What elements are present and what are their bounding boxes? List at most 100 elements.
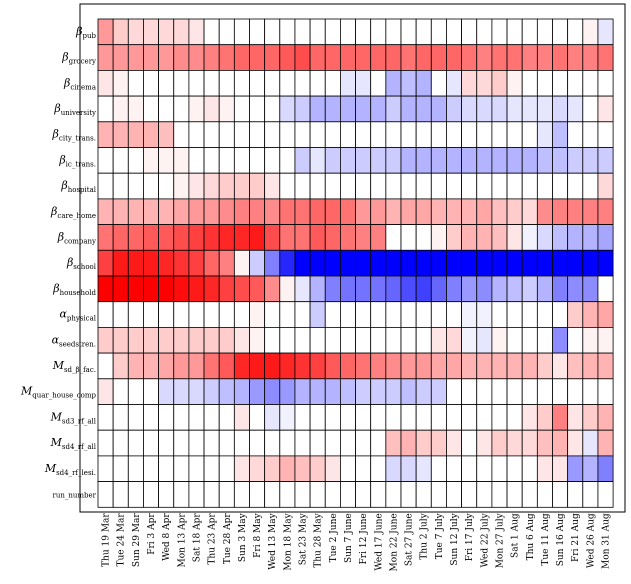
heatmap-cell	[597, 121, 614, 148]
heatmap-cell	[309, 326, 326, 354]
heatmap-cell	[324, 429, 341, 457]
heatmap-cell	[461, 121, 478, 148]
heatmap-cell	[339, 172, 356, 200]
heatmap-cell	[143, 378, 159, 405]
heatmap-cell	[400, 198, 417, 225]
heatmap-cell	[158, 95, 175, 123]
x-tick-label: Tue 24 Mar	[117, 513, 127, 567]
heatmap-cell	[309, 44, 326, 71]
heatmap-cell	[173, 18, 190, 46]
heatmap-cell	[158, 44, 175, 71]
heatmap-cell	[264, 172, 281, 200]
heatmap-cell	[355, 147, 372, 174]
heatmap-cell	[506, 18, 523, 46]
heatmap-cell	[294, 455, 311, 482]
heatmap-cell	[521, 147, 538, 174]
heatmap-cell	[309, 429, 326, 457]
heatmap-cell	[97, 18, 114, 46]
heatmap-cell	[385, 378, 402, 405]
heatmap-cell	[203, 429, 220, 457]
heatmap-cell	[188, 404, 205, 431]
heatmap-cell	[476, 481, 493, 508]
heatmap-cell	[97, 95, 114, 123]
heatmap-cell	[324, 198, 341, 225]
heatmap-cell	[279, 378, 296, 405]
heatmap-cell	[552, 404, 569, 431]
heatmap-cell	[127, 429, 144, 457]
heatmap-cell	[582, 352, 599, 380]
heatmap-cell	[430, 121, 447, 148]
heatmap-cell	[355, 121, 372, 148]
heatmap-cell	[370, 352, 387, 380]
heatmap-cell	[597, 301, 614, 328]
heatmap-cell	[446, 378, 463, 405]
x-tick-label: Mon 22 June	[389, 513, 399, 571]
heatmap-cell	[491, 404, 508, 431]
heatmap-cell	[415, 147, 432, 174]
heatmap-cell	[415, 172, 432, 200]
heatmap-cell	[446, 70, 463, 97]
heatmap-cell	[188, 172, 205, 200]
heatmap-cell	[355, 429, 372, 457]
heatmap-cell	[552, 44, 569, 71]
heatmap-cell	[143, 95, 159, 123]
heatmap-cell	[203, 301, 220, 328]
heatmap-cell	[294, 147, 311, 174]
x-tick-label: Fri 21 Aug	[571, 513, 581, 562]
heatmap-cell	[430, 352, 447, 380]
heatmap-cell	[158, 18, 175, 46]
heatmap-cell	[233, 404, 250, 431]
heatmap-cell	[385, 121, 402, 148]
x-tick-label: Mon 31 Aug	[602, 513, 612, 569]
heatmap-cell	[173, 429, 190, 457]
x-tick-labels: Thu 19 Mar Tue 24 Mar Sun 29 Mar Fri 3 Apr W…	[102, 512, 612, 571]
heatmap-cell	[203, 275, 220, 303]
heatmap-cell	[536, 301, 553, 328]
heatmap-cell	[264, 481, 281, 508]
row-label: βcompany	[57, 230, 96, 245]
heatmap-cell	[597, 95, 614, 123]
heatmap-cell	[370, 301, 387, 328]
heatmap-cell	[173, 70, 190, 97]
heatmap-cell	[203, 147, 220, 174]
heatmap-cell	[127, 301, 144, 328]
heatmap-cell	[461, 326, 478, 354]
heatmap-cell	[188, 44, 205, 71]
heatmap-cell	[143, 18, 159, 46]
heatmap-cell	[188, 275, 205, 303]
heatmap-cell	[582, 275, 599, 303]
heatmap-cell	[188, 249, 205, 277]
heatmap-cell	[415, 44, 432, 71]
heatmap-cell	[355, 404, 372, 431]
heatmap-cell	[385, 198, 402, 225]
heatmap-cell	[112, 429, 129, 457]
heatmap-cell	[552, 147, 569, 174]
heatmap-cell	[521, 198, 538, 225]
heatmap-cell	[582, 44, 599, 71]
heatmap-cell	[370, 224, 387, 251]
heatmap-cell	[506, 326, 523, 354]
heatmap-cell	[264, 95, 281, 123]
heatmap-cell	[97, 70, 114, 97]
heatmap-cell	[218, 455, 235, 482]
heatmap-cell	[370, 121, 387, 148]
row-label: Mquar_house_comp	[20, 385, 97, 400]
heatmap-cell	[309, 404, 326, 431]
heatmap-cell	[552, 352, 569, 380]
heatmap-cell	[158, 172, 175, 200]
heatmap-cell	[552, 378, 569, 405]
x-tick-label: Mon 27 July	[495, 512, 505, 568]
heatmap-cell	[233, 95, 250, 123]
heatmap-cell	[203, 198, 220, 225]
heatmap-cell	[370, 198, 387, 225]
heatmap-cell	[294, 352, 311, 380]
heatmap-cell	[491, 198, 508, 225]
x-tick-label: Sun 16 Aug	[556, 513, 566, 566]
heatmap-cell	[476, 198, 493, 225]
heatmap-cell	[536, 429, 553, 457]
heatmap-cell	[476, 352, 493, 380]
heatmap-cell	[324, 275, 341, 303]
x-tick-label: Sun 7 June	[344, 513, 354, 563]
heatmap-cell	[264, 275, 281, 303]
heatmap-cell	[279, 70, 296, 97]
